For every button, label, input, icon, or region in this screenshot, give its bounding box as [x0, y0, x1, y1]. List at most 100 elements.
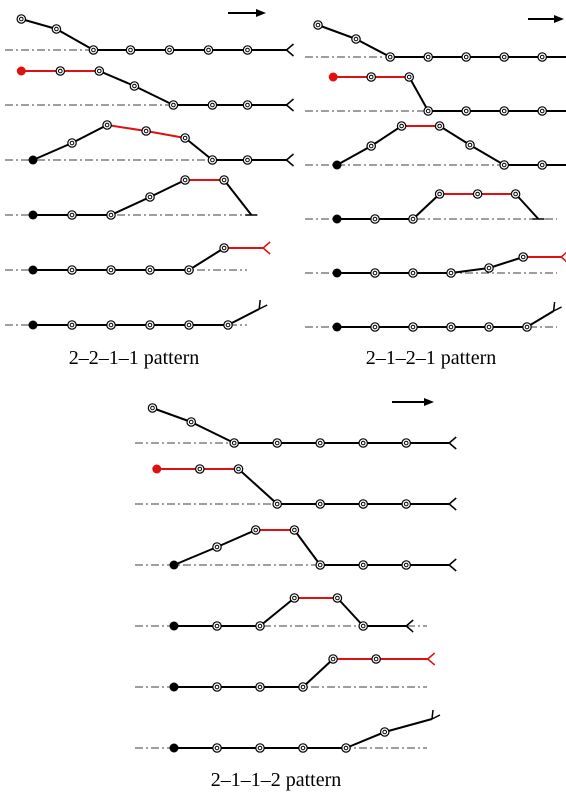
- joint-node: [401, 438, 411, 448]
- link-segment: [488, 256, 524, 269]
- joint-node: [242, 155, 253, 165]
- joint-node: [522, 322, 532, 332]
- joint-node: [401, 499, 411, 509]
- joint-node: [255, 743, 265, 753]
- pattern-row: [305, 251, 566, 278]
- joint-node-inner: [221, 245, 227, 251]
- joint-node: [408, 322, 418, 332]
- anchor-node: [28, 265, 38, 275]
- pattern-row: [305, 121, 566, 170]
- link-segment: [355, 38, 391, 58]
- joint-node-inner: [360, 501, 366, 507]
- joint-node-inner: [69, 267, 75, 273]
- joint-node: [341, 743, 351, 753]
- joint-node-inner: [343, 745, 349, 751]
- joint-node: [298, 743, 308, 753]
- fork-icon: [262, 241, 271, 255]
- joint-node: [168, 100, 179, 110]
- link-segment: [184, 137, 214, 161]
- joint-node: [537, 52, 547, 62]
- joint-node-inner: [210, 102, 215, 108]
- joint-node-inner: [300, 684, 306, 690]
- joint-node: [51, 24, 62, 34]
- pattern-row: [5, 66, 294, 112]
- joint-node: [472, 189, 483, 199]
- link-segment: [21, 18, 57, 30]
- joint-node: [289, 525, 300, 535]
- joint-node-inner: [108, 212, 114, 218]
- link-segment: [71, 124, 108, 144]
- joint-node-inner: [501, 54, 507, 60]
- joint-node: [242, 100, 253, 110]
- joint-node-inner: [425, 54, 431, 60]
- joint-node: [184, 265, 194, 275]
- pattern-row: [5, 241, 271, 275]
- anchor-node: [28, 210, 38, 220]
- joint-node: [145, 320, 155, 330]
- joint-node-inner: [372, 216, 378, 222]
- joint-node-inner: [54, 26, 59, 32]
- joint-node: [145, 192, 155, 202]
- joint-node: [106, 210, 116, 220]
- joint-node-inner: [437, 191, 442, 197]
- joint-node: [255, 621, 265, 631]
- fork-icon: [552, 301, 562, 312]
- fork-icon: [448, 497, 457, 511]
- link-segment: [173, 546, 218, 566]
- fork-icon: [286, 98, 294, 112]
- joint-node: [510, 189, 521, 199]
- joint-node: [434, 189, 445, 199]
- joint-node: [499, 106, 509, 116]
- anchor-node: [16, 66, 26, 76]
- joint-node-inner: [501, 108, 507, 114]
- joint-node: [351, 34, 361, 44]
- link-segment: [302, 658, 334, 688]
- link-segment: [293, 529, 322, 566]
- joint-node-inner: [274, 440, 280, 446]
- joint-node: [328, 654, 338, 664]
- joint-node-inner: [360, 440, 366, 446]
- joint-node-inner: [317, 501, 323, 507]
- joint-node: [298, 682, 308, 692]
- joint-node-inner: [501, 162, 507, 168]
- joint-node: [223, 320, 233, 330]
- joint-node: [272, 499, 282, 509]
- joint-node: [16, 14, 27, 24]
- fork-icon: [448, 436, 457, 450]
- joint-node: [404, 72, 414, 82]
- link-segment: [216, 529, 257, 548]
- joint-node-inner: [108, 322, 114, 328]
- anchor-node: [169, 682, 179, 692]
- joint-node: [88, 45, 99, 55]
- joint-node-inner: [186, 322, 192, 328]
- joint-node-inner: [467, 142, 473, 148]
- joint-node: [164, 45, 175, 55]
- joint-node: [499, 52, 509, 62]
- link-segment: [152, 407, 192, 423]
- joint-node-inner: [539, 54, 545, 60]
- link-segment: [223, 179, 253, 216]
- joint-node: [358, 560, 368, 570]
- joint-node-inner: [387, 54, 393, 60]
- link-segment: [32, 142, 73, 161]
- anchor-node: [332, 268, 342, 278]
- joint-node-inner: [360, 623, 366, 629]
- joint-node: [408, 268, 418, 278]
- joint-node: [55, 66, 66, 76]
- joint-node: [396, 121, 407, 131]
- joint-node-inner: [245, 157, 250, 163]
- fork-icon: [258, 299, 268, 310]
- panel-caption: 2–1–2–1 pattern: [366, 347, 497, 369]
- joint-node: [184, 320, 194, 330]
- joint-node: [203, 45, 214, 55]
- joint-node-inner: [403, 562, 409, 568]
- joint-node-inner: [520, 254, 526, 260]
- joint-node-inner: [274, 501, 280, 507]
- joint-node: [212, 743, 222, 753]
- joint-node: [195, 464, 205, 474]
- joint-node-inner: [236, 466, 241, 472]
- joint-node: [141, 126, 151, 136]
- joint-node: [207, 100, 218, 110]
- joint-node: [434, 121, 445, 131]
- joint-node: [67, 265, 77, 275]
